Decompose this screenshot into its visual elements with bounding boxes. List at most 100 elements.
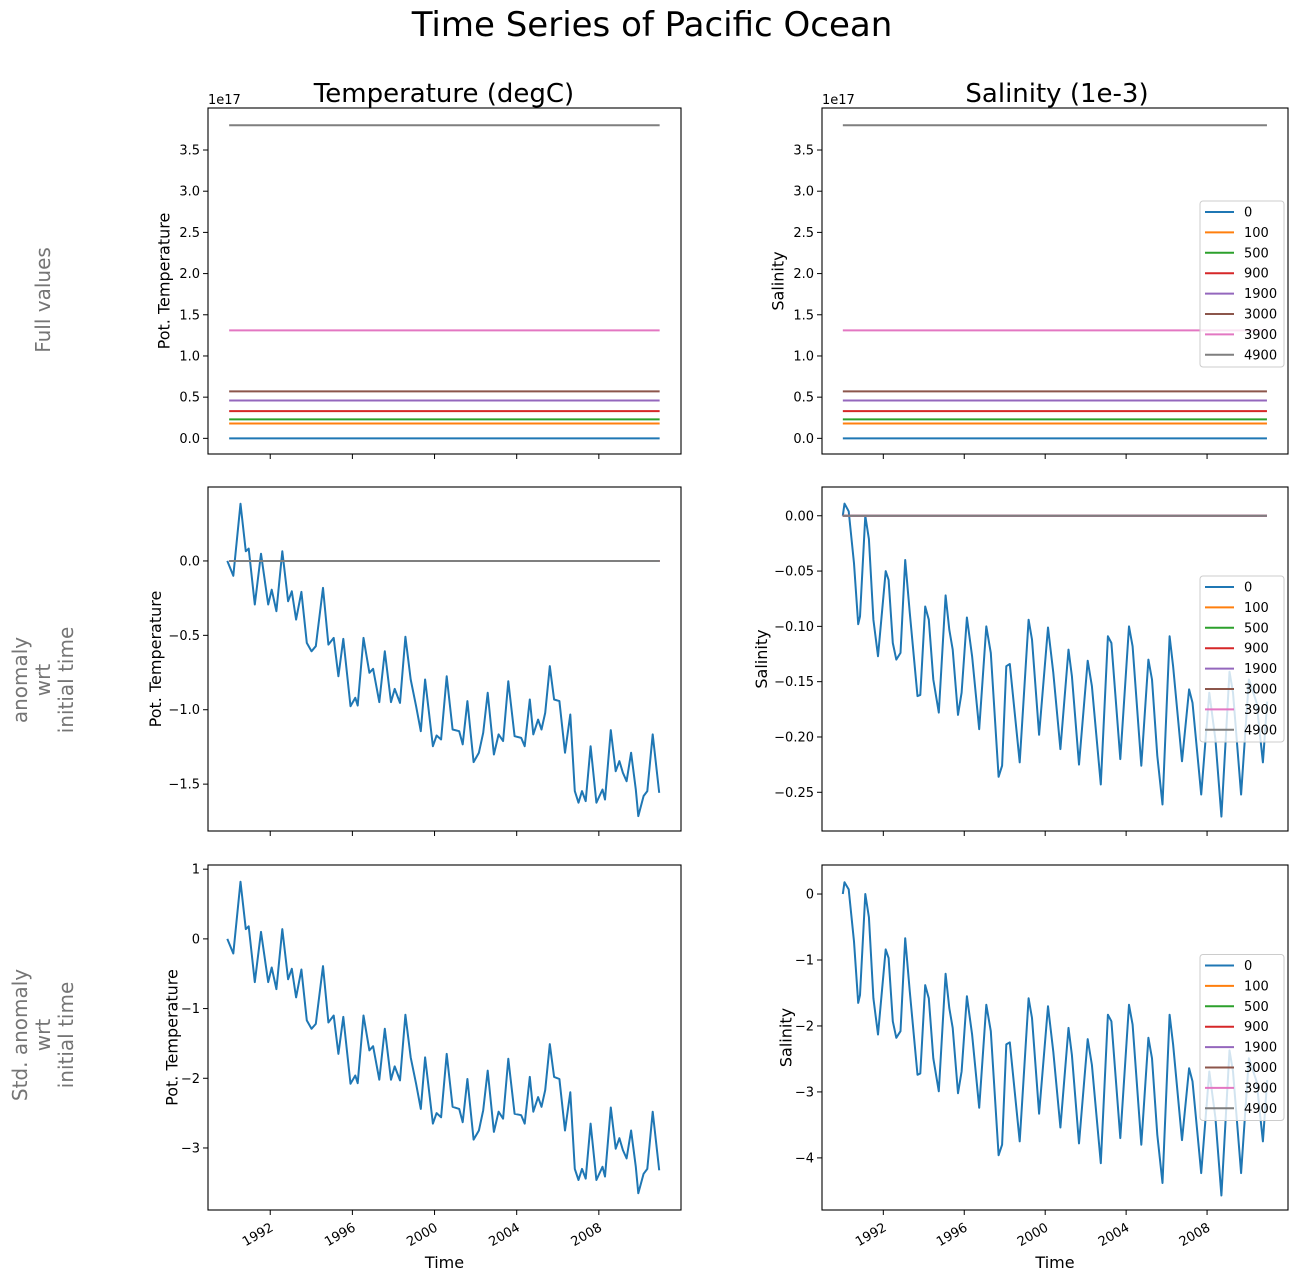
legend-label: 500: [1244, 621, 1269, 636]
y-tick-label: 0.0: [179, 554, 200, 569]
legend-item-4900: 4900: [1205, 1102, 1277, 1117]
legend-item-0: 0: [1205, 206, 1252, 221]
y-tick-label: 1.0: [793, 349, 814, 364]
column-title-temperature: Temperature (degC): [313, 79, 574, 109]
y-tick-label: 0.00: [785, 509, 814, 524]
legend-label: 100: [1244, 226, 1269, 241]
figure-title: Time Series of Pacific Ocean: [411, 5, 893, 45]
x-tick-label: 2008: [569, 1220, 605, 1250]
x-axis-label: Time: [1034, 1253, 1074, 1272]
legend-item-1900: 1900: [1205, 1041, 1277, 1056]
legend: 0 100 500 900 1900 3000 3900 4900: [1199, 200, 1285, 368]
legend-item-3900: 3900: [1205, 328, 1277, 343]
y-tick-label: 0: [192, 932, 200, 947]
y-tick-label: −3: [181, 1141, 200, 1156]
column-title-salinity: Salinity (1e-3): [965, 79, 1148, 109]
y-tick-label: 1.0: [179, 349, 200, 364]
row-labels: Full values anomaly wrt initial time Std. an…: [8, 247, 78, 1101]
legend-item-4900: 4900: [1205, 723, 1277, 738]
legend-label: 3000: [1244, 1061, 1277, 1076]
y-tick-label: −3: [795, 1085, 814, 1100]
y-tick-label: 0.0: [179, 432, 200, 447]
legend-item-3900: 3900: [1205, 1081, 1277, 1096]
legend-item-3000: 3000: [1205, 308, 1277, 323]
legend-item-100: 100: [1205, 979, 1269, 994]
y-tick-label: 3.5: [179, 144, 200, 159]
x-tick-label: 2004: [487, 1220, 523, 1250]
legend-label: 900: [1244, 267, 1269, 282]
panel-0-0: 0.0 0.5 1.0 1.5 2.0 2.5 3.0 3.5 Pot. Temperature…: [154, 93, 682, 459]
legend: 0 100 500 900 1900 3000 3900 4900: [1199, 575, 1285, 743]
plot-area: [842, 124, 1267, 440]
legend-item-500: 500: [1205, 621, 1269, 636]
y-tick-label: −1.0: [168, 703, 200, 718]
axes-frame: [207, 107, 682, 455]
plot-area: [841, 881, 1269, 1197]
y-tick-label: −2: [795, 1019, 814, 1034]
legend-item-500: 500: [1205, 1000, 1269, 1015]
row-label-line: initial time: [54, 627, 78, 734]
plot-area: [226, 502, 661, 818]
legend-label: 3000: [1244, 308, 1277, 323]
y-axis-label: Salinity: [752, 629, 771, 688]
legend-label: 4900: [1244, 1102, 1277, 1117]
y-tick-label: 1.5: [179, 308, 200, 323]
y-tick-label: 3.0: [179, 185, 200, 200]
series-line-0: [226, 880, 661, 1195]
y-tick-label: 1: [192, 863, 200, 878]
legend-label: 0: [1244, 581, 1252, 596]
plot-area: [229, 124, 660, 440]
legend-label: 100: [1244, 601, 1269, 616]
y-tick-label: −1.5: [168, 778, 200, 793]
legend-item-3000: 3000: [1205, 1061, 1277, 1076]
legend-label: 500: [1244, 1000, 1269, 1015]
y-tick-label: −2: [181, 1072, 200, 1087]
legend-item-3900: 3900: [1205, 703, 1277, 718]
legend-label: 900: [1244, 642, 1269, 657]
x-tick-label: 2004: [1096, 1220, 1132, 1250]
legend-item-900: 900: [1205, 267, 1269, 282]
x-tick-label: 1996: [322, 1220, 358, 1250]
y-tick-label: −1: [181, 1002, 200, 1017]
panel-1-0: 0.0 −0.5 −1.0 −1.5 Pot. Temperature: [146, 486, 682, 836]
y-tick-label: −1: [795, 953, 814, 968]
y-axis-label: Pot. Temperature: [146, 591, 165, 728]
y-tick-label: 2.5: [179, 226, 200, 241]
y-tick-label: −0.10: [774, 620, 814, 635]
axes-frame: [821, 107, 1289, 455]
panel-0-1: 0.0 0.5 1.0 1.5 2.0 2.5 3.0 3.5 Salinity 1e17 0 100…: [768, 93, 1289, 459]
x-tick-label: 2000: [1015, 1220, 1051, 1250]
plot-area: [841, 502, 1269, 818]
row-label-line: anomaly: [8, 637, 32, 723]
axes-frame: [821, 486, 1289, 832]
y-tick-label: 2.0: [179, 267, 200, 282]
legend-item-3000: 3000: [1205, 683, 1277, 698]
legend-label: 3900: [1244, 1081, 1277, 1096]
legend-label: 1900: [1244, 662, 1277, 677]
x-tick-label: 2000: [404, 1220, 440, 1250]
legend-label: 1900: [1244, 1041, 1277, 1056]
y-tick-label: 3.5: [793, 144, 814, 159]
row-label-line: Std. anomaly: [8, 969, 32, 1101]
legend-item-900: 900: [1205, 1020, 1269, 1035]
axes-frame: [207, 864, 682, 1211]
legend-item-1900: 1900: [1205, 287, 1277, 302]
x-axis-label: Time: [424, 1253, 464, 1272]
x-tick-label: 2008: [1177, 1220, 1213, 1250]
row-label-line: wrt: [31, 664, 55, 697]
axes-frame: [207, 486, 682, 832]
y-tick-label: 0: [806, 888, 814, 903]
y-tick-label: −0.20: [774, 730, 814, 745]
y-tick-label: −0.25: [774, 786, 814, 801]
panel-2-0: 1 0 −1 −2 −3 1992 1996 2000 2004 2008 Time Pot. Tem…: [163, 863, 682, 1272]
legend-item-100: 100: [1205, 226, 1269, 241]
y-axis-label: Salinity: [768, 251, 787, 310]
legend-label: 1900: [1244, 287, 1277, 302]
row-label-line: Full values: [31, 247, 55, 353]
y-tick-label: −4: [795, 1151, 814, 1166]
panel-2-1: 0 −1 −2 −3 −4 1992 1996 2000 2004 2008 Time Salinit…: [777, 864, 1289, 1272]
y-tick-label: −0.05: [774, 565, 814, 580]
legend-label: 900: [1244, 1020, 1269, 1035]
legend-item-1900: 1900: [1205, 662, 1277, 677]
y-tick-label: −0.5: [168, 629, 200, 644]
